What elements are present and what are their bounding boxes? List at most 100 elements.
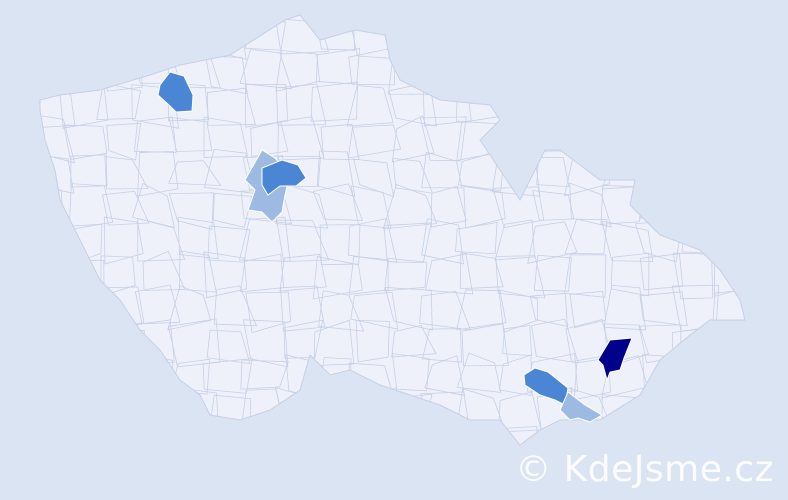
- district: [419, 17, 468, 62]
- district: [240, 359, 289, 390]
- district: [316, 424, 359, 445]
- district: [742, 321, 745, 364]
- district: [65, 18, 109, 51]
- district: [567, 114, 608, 163]
- district: [426, 426, 470, 445]
- district: [203, 116, 249, 158]
- district: [100, 389, 149, 433]
- district: [40, 394, 71, 429]
- district: [565, 15, 605, 53]
- district: [347, 124, 402, 159]
- district: [384, 257, 428, 292]
- district: [502, 325, 532, 357]
- district: [40, 15, 70, 60]
- district: [168, 160, 222, 186]
- district: [40, 356, 68, 399]
- district: [638, 157, 681, 196]
- district: [604, 15, 649, 49]
- district: [671, 17, 713, 60]
- district: [601, 220, 654, 262]
- district: [70, 154, 108, 188]
- district: [310, 81, 359, 122]
- district: [276, 83, 327, 126]
- district: [671, 120, 723, 160]
- district: [137, 217, 186, 262]
- district: [536, 157, 570, 188]
- district: [104, 156, 149, 190]
- district: [102, 190, 150, 226]
- district: [242, 421, 282, 445]
- district: [640, 393, 680, 433]
- district: [569, 182, 612, 228]
- district: [104, 363, 147, 399]
- district: [279, 253, 327, 292]
- district: [494, 54, 546, 90]
- district: [66, 393, 109, 434]
- district: [312, 256, 363, 300]
- district: [746, 223, 788, 255]
- district: [712, 321, 745, 360]
- district: [564, 218, 608, 255]
- district: [602, 47, 652, 87]
- district: [242, 319, 289, 368]
- district: [350, 291, 399, 330]
- country-outline: [39, 14, 746, 446]
- district: [496, 114, 534, 163]
- district: [461, 427, 505, 445]
- district: [635, 51, 688, 91]
- district: [677, 389, 719, 433]
- district: [498, 354, 532, 396]
- district: [213, 285, 258, 327]
- district: [40, 425, 78, 445]
- district: [425, 253, 474, 295]
- district: [390, 15, 427, 58]
- district: [712, 47, 745, 89]
- district: [750, 19, 788, 57]
- district: [430, 185, 467, 228]
- district: [639, 291, 688, 327]
- district: [673, 189, 715, 231]
- district: [67, 428, 104, 445]
- district-highlight-medium[interactable]: [157, 71, 194, 113]
- district: [456, 289, 507, 331]
- district: [205, 428, 252, 445]
- district: [319, 224, 361, 266]
- district: [569, 290, 607, 329]
- district: [382, 183, 438, 230]
- district: [562, 80, 613, 118]
- district: [494, 219, 535, 261]
- district: [203, 251, 248, 299]
- district: [40, 114, 76, 164]
- district: [132, 15, 181, 56]
- district-highlight-dark[interactable]: [597, 337, 633, 382]
- district: [40, 52, 72, 95]
- district: [709, 148, 745, 197]
- district: [421, 218, 464, 265]
- district: [64, 322, 105, 365]
- district: [421, 328, 463, 363]
- watermark: © KdeJsme.cz: [515, 449, 774, 490]
- district: [742, 156, 745, 197]
- district: [602, 80, 643, 124]
- district: [103, 216, 144, 265]
- district: [391, 324, 437, 358]
- district: [490, 426, 539, 445]
- district: [40, 285, 76, 331]
- district: [212, 192, 253, 228]
- district: [346, 85, 394, 127]
- district: [712, 290, 745, 326]
- district: [636, 116, 682, 163]
- district-highlight-medium[interactable]: [261, 159, 307, 196]
- district: [638, 87, 676, 126]
- district: [239, 49, 293, 90]
- district: [355, 319, 390, 363]
- district: [564, 254, 607, 298]
- district: [528, 119, 575, 152]
- district: [95, 329, 147, 360]
- district: [456, 388, 503, 428]
- district: [313, 319, 355, 367]
- district: [66, 58, 106, 90]
- district: [529, 90, 577, 122]
- district-highlight-light[interactable]: [559, 391, 603, 423]
